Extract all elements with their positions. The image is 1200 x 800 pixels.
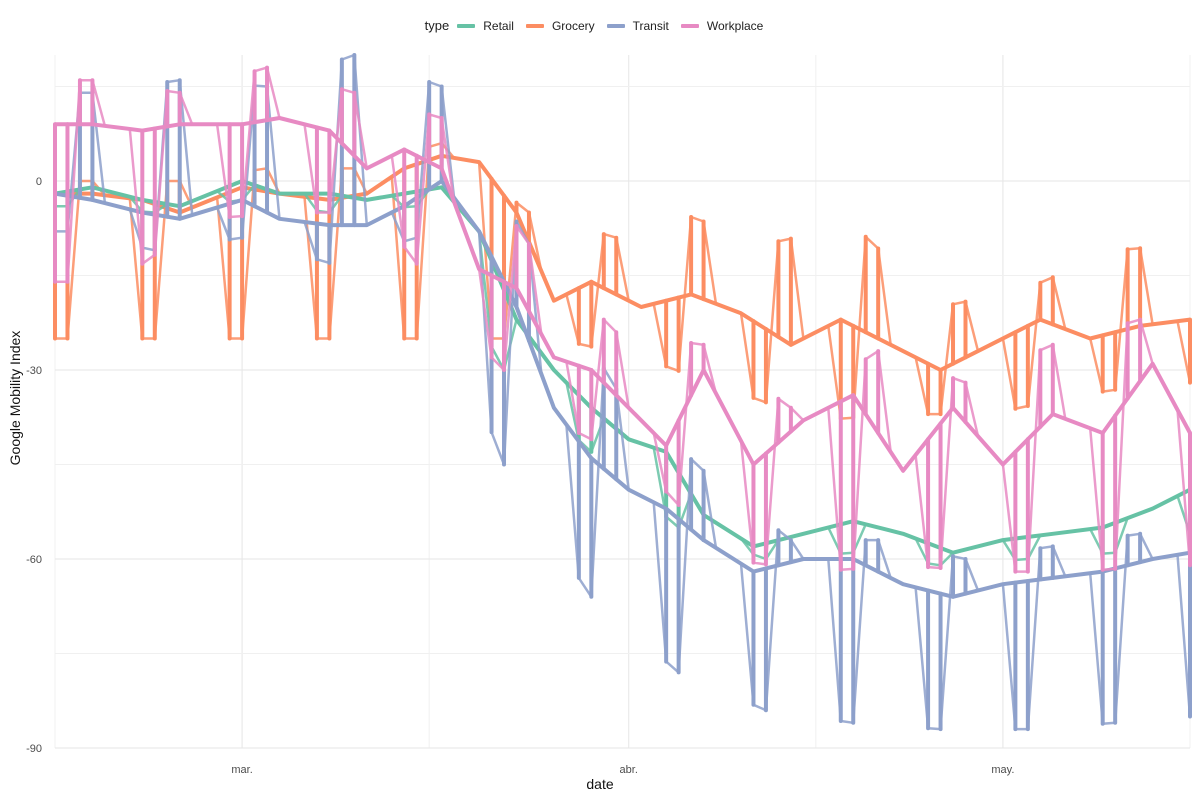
series-transit <box>53 53 1192 732</box>
workplace-daily-line <box>55 66 1192 573</box>
transit-daily-line <box>55 53 1192 731</box>
legend-key-workplace <box>680 23 699 28</box>
y-axis-title: Google Mobility Index <box>7 330 23 466</box>
legend-item-transit: Transit <box>606 18 669 33</box>
legend-label-retail: Retail <box>483 18 514 33</box>
y-tick-label: -30 <box>26 365 42 377</box>
legend: type Retail Grocery Transit Workplace <box>0 18 1200 33</box>
legend-key-retail <box>457 23 476 28</box>
transit-trend-line <box>54 179 1191 599</box>
x-tick-label: abr. <box>620 764 638 776</box>
y-tick-label: -90 <box>26 743 42 755</box>
legend-label-transit: Transit <box>632 18 669 33</box>
y-tick-label: -60 <box>26 554 42 566</box>
series-workplace <box>53 65 1192 574</box>
x-axis: mar. abr. may. <box>231 764 1014 776</box>
legend-item-retail: Retail <box>457 19 514 33</box>
legend-item-grocery: Grocery <box>525 18 595 33</box>
legend-item-workplace: Workplace <box>680 18 764 33</box>
legend-key-transit <box>606 23 625 28</box>
x-tick-label: may. <box>991 764 1014 776</box>
legend-label-workplace: Workplace <box>706 18 764 33</box>
x-axis-title: date <box>586 776 614 792</box>
grocery-trend-line <box>55 153 1191 372</box>
chart-marks <box>53 53 1192 732</box>
y-axis: 0 -30 -60 -90 <box>26 176 42 755</box>
workplace-trend-line <box>55 116 1192 473</box>
y-tick-label: 0 <box>36 176 42 188</box>
legend-label-grocery: Grocery <box>551 18 595 33</box>
legend-key-grocery <box>525 23 544 28</box>
x-tick-label: mar. <box>231 764 252 776</box>
legend-title: type <box>424 18 450 33</box>
